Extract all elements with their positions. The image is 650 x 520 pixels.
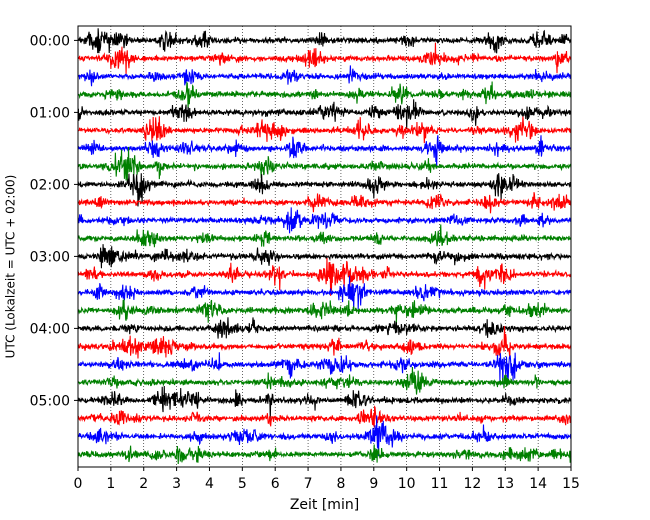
x-tick-label: 5 [238, 476, 247, 492]
x-tick-label: 0 [74, 476, 83, 492]
y-axis-title: UTC (Lokalzeit = UTC + 02:00) [4, 175, 18, 359]
seismic-trace [77, 299, 572, 324]
seismic-trace [77, 385, 572, 420]
x-tick-label: 14 [529, 476, 547, 492]
seismic-trace [77, 81, 572, 111]
x-tick-label: 6 [271, 476, 280, 492]
x-tick-label: 9 [369, 476, 378, 492]
x-tick-label: 8 [336, 476, 345, 492]
y-axis-ticks: 00:00 01:00 02:00 03:00 04:00 05:00 [30, 33, 78, 409]
x-tick-label: 2 [139, 476, 148, 492]
x-tick-label: 10 [398, 476, 416, 492]
seismic-trace [77, 116, 572, 144]
seismic-trace [77, 207, 572, 234]
seismic-trace [77, 415, 572, 456]
x-tick-label: 4 [205, 476, 214, 492]
seismic-trace [77, 317, 572, 339]
y-tick-label: 04:00 [30, 321, 70, 337]
seismic-trace [77, 366, 572, 395]
x-tick-label: 3 [172, 476, 181, 492]
seismic-trace [77, 65, 572, 87]
seismic-trace [77, 99, 572, 129]
seismic-trace [77, 325, 572, 359]
seismic-trace [77, 275, 572, 311]
y-tick-label: 02:00 [30, 177, 70, 193]
x-axis-title: Zeit [min] [290, 497, 359, 513]
x-tick-label: 11 [431, 476, 449, 492]
seismic-trace [77, 192, 572, 214]
x-tick-label: 12 [463, 476, 481, 492]
seismic-traces [77, 28, 572, 465]
x-tick-label: 1 [106, 476, 115, 492]
seismic-trace [77, 28, 572, 54]
seismic-trace [77, 224, 572, 248]
y-tick-label: 00:00 [30, 33, 70, 49]
x-tick-label: 7 [304, 476, 313, 492]
y-tick-label: 05:00 [30, 393, 70, 409]
x-tick-label: 13 [496, 476, 514, 492]
plot-frame [77, 25, 572, 468]
x-axis-ticks: 0 1 2 3 4 5 6 7 8 9 10 11 12 13 14 15 [74, 467, 580, 492]
seismic-trace [77, 146, 572, 181]
seismic-trace [77, 135, 572, 169]
seismic-trace [77, 405, 572, 428]
seismic-trace [77, 173, 572, 207]
seismic-trace [77, 257, 572, 296]
y-tick-label: 03:00 [30, 249, 70, 265]
seismic-trace [77, 42, 572, 74]
seismic-trace [77, 244, 572, 269]
seismic-trace [77, 352, 572, 385]
seismic-trace [77, 444, 572, 465]
y-tick-label: 01:00 [30, 105, 70, 121]
x-tick-label: 15 [562, 476, 580, 492]
